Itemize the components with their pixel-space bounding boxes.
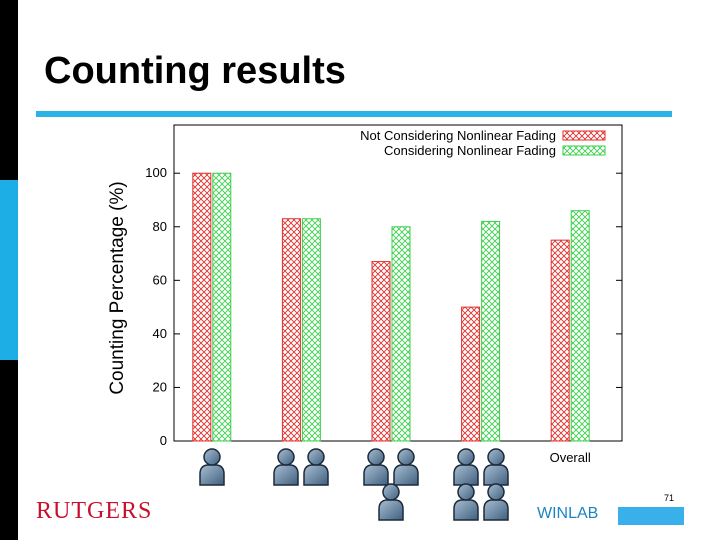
y-tick-label: 60 — [153, 272, 167, 287]
x-category-label: Overall — [550, 450, 591, 465]
footer-bar — [618, 507, 684, 525]
person-icon — [197, 446, 227, 486]
bar-not-considering — [192, 172, 212, 442]
bar-considering — [212, 172, 232, 442]
y-tick-label: 0 — [160, 433, 167, 448]
bar-chart: 0 20 40 60 80 100 Overall Not Considering Non… — [107, 124, 623, 465]
y-tick-label: 80 — [153, 219, 167, 234]
person-icon — [391, 446, 421, 486]
rutgers-logo: RUTGERS — [36, 498, 153, 524]
bar-not-considering — [550, 239, 570, 442]
title-rule — [36, 111, 672, 117]
bar-considering — [391, 226, 411, 442]
bar-considering — [481, 220, 501, 442]
page-number: 71 — [664, 493, 675, 503]
footer-lab-name: WINLAB — [537, 505, 599, 522]
person-icon — [376, 481, 406, 521]
person-icon — [271, 446, 301, 486]
person-icon — [301, 446, 331, 486]
bar-not-considering — [281, 218, 301, 442]
left-accent-bar — [0, 180, 18, 360]
bar-considering — [301, 218, 321, 442]
y-tick-label: 100 — [145, 165, 167, 180]
slide-title: Counting results — [44, 50, 346, 92]
bar-not-considering — [461, 306, 481, 442]
bar-considering — [570, 210, 590, 442]
bar-not-considering — [371, 261, 391, 442]
legend-label: Considering Nonlinear Fading — [384, 143, 556, 158]
legend-swatch — [562, 145, 606, 156]
legend-swatch — [562, 130, 606, 141]
person-icon — [361, 446, 391, 486]
person-icon — [481, 446, 511, 486]
person-icon — [481, 481, 511, 521]
person-icon — [451, 481, 481, 521]
y-tick-label: 20 — [153, 379, 167, 394]
person-icon — [451, 446, 481, 486]
legend-label: Not Considering Nonlinear Fading — [360, 128, 556, 143]
y-axis-title: Counting Percentage (%) — [107, 181, 128, 394]
y-tick-label: 40 — [153, 326, 167, 341]
